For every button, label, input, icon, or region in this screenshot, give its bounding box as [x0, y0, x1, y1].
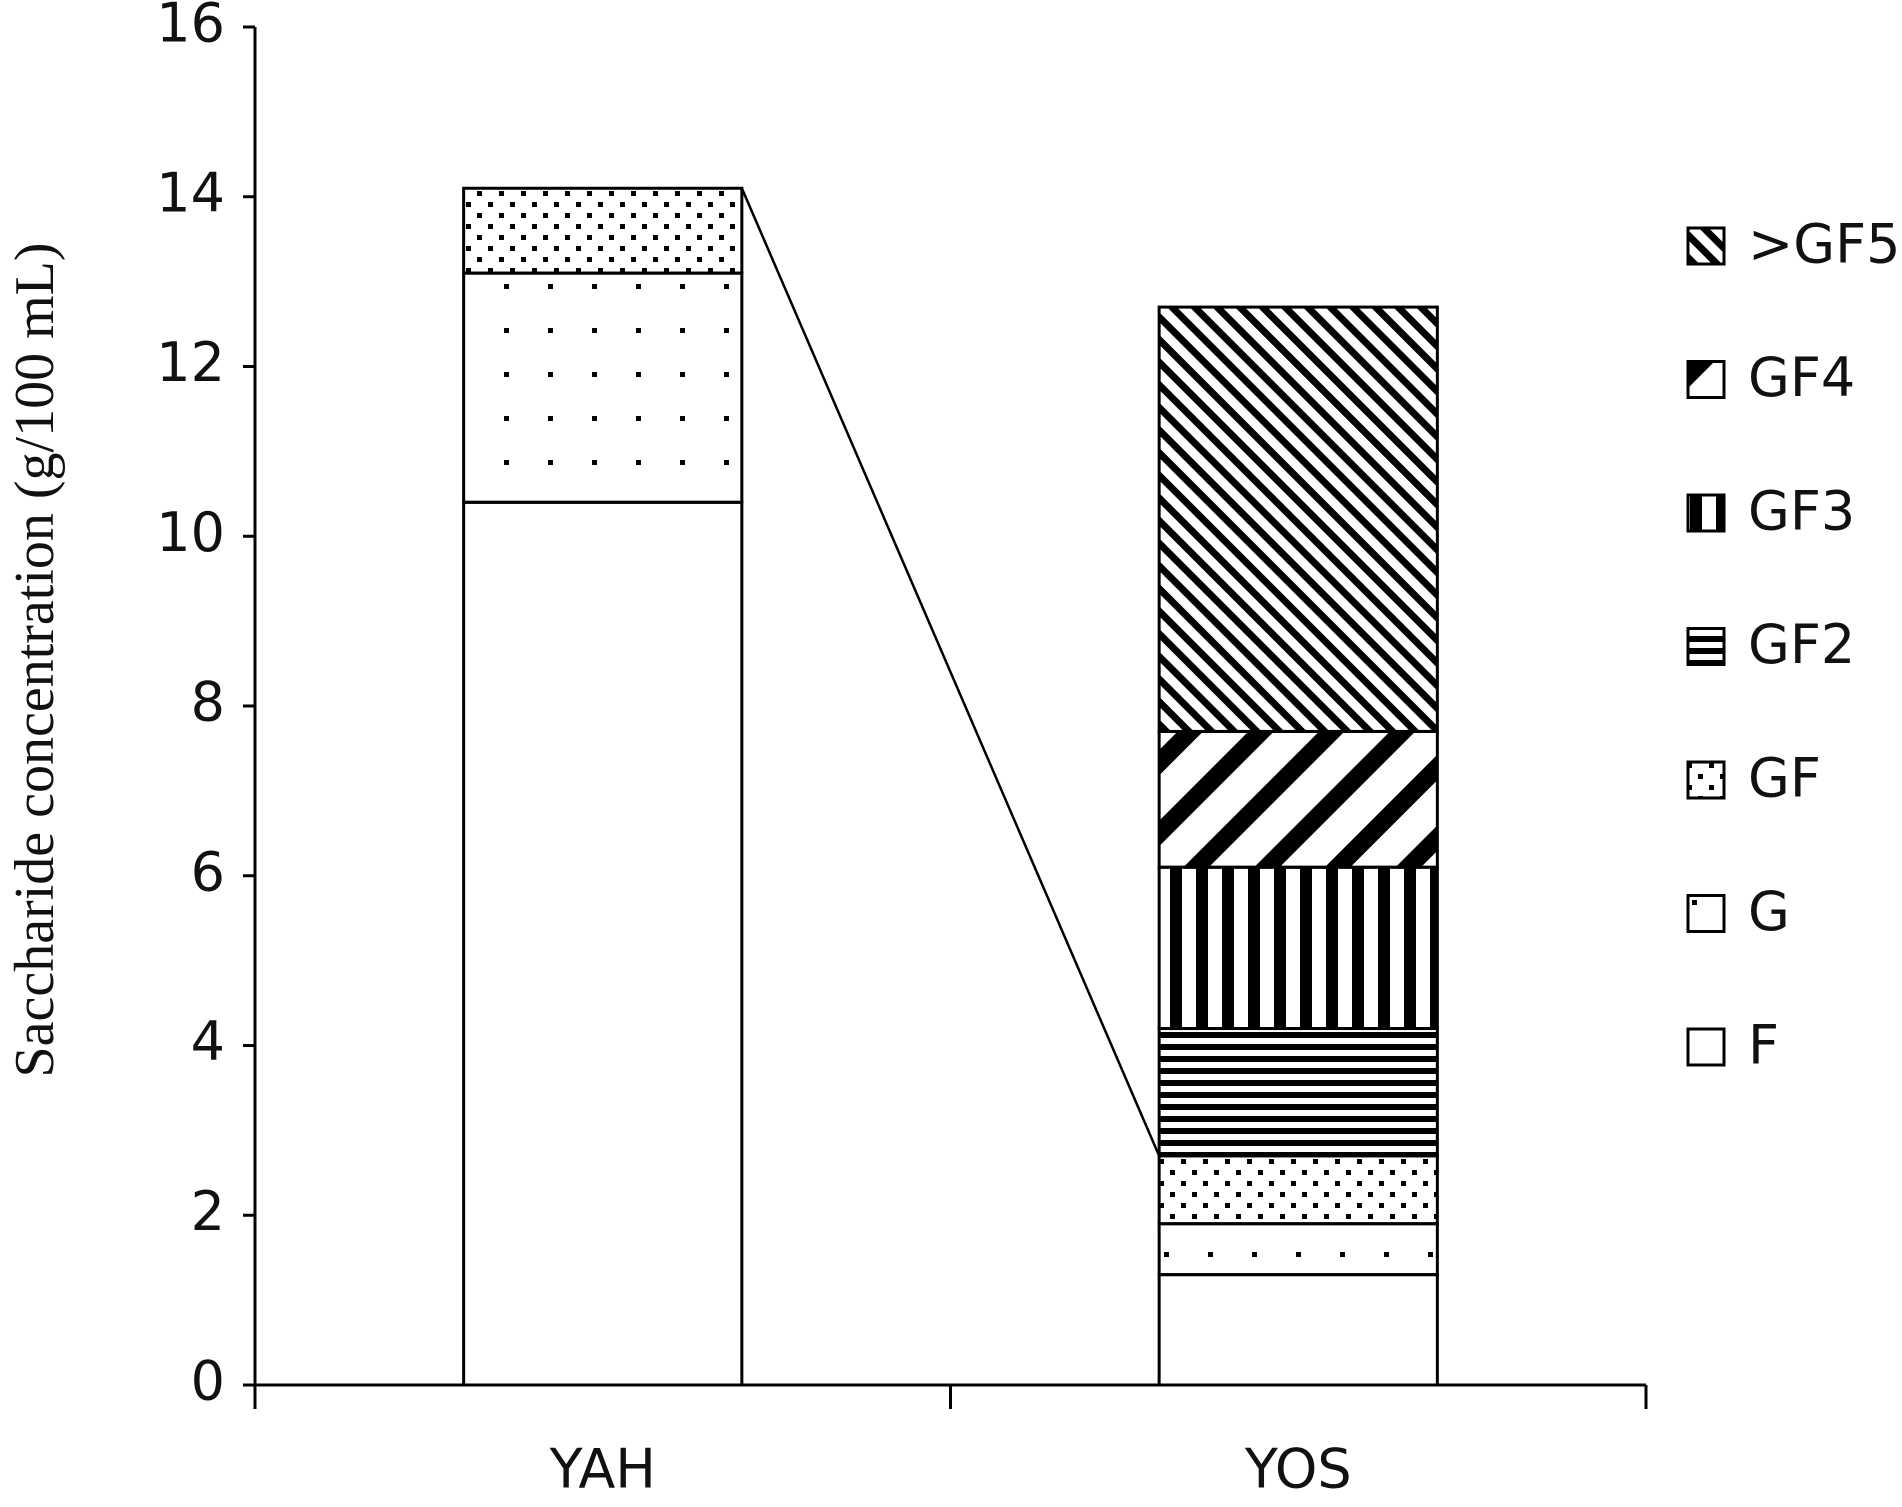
legend-label: >GF5 — [1748, 213, 1901, 276]
bar-segment — [462, 271, 744, 504]
legend-swatch — [1686, 894, 1726, 933]
legend-swatch — [1686, 627, 1726, 666]
bar-segment — [462, 500, 744, 1387]
y-tick-label: 8 — [191, 671, 225, 734]
legend-swatch — [1686, 226, 1726, 266]
y-tick-label: 6 — [191, 840, 225, 903]
legend-swatch — [1686, 1027, 1726, 1067]
bar-segment — [1157, 305, 1439, 733]
legend-swatch — [1686, 760, 1726, 800]
x-tick-label: YAH — [549, 1438, 656, 1501]
bar-segment — [462, 186, 744, 275]
bar-segment — [1157, 1273, 1439, 1387]
y-tick-label: 2 — [191, 1180, 225, 1243]
y-tick-label: 16 — [156, 0, 225, 55]
bar-segment — [1157, 1154, 1439, 1226]
legend-label: G — [1748, 880, 1790, 943]
y-tick-label: 12 — [156, 331, 225, 394]
legend-swatch — [1686, 493, 1726, 533]
y-tick-label: 14 — [156, 161, 225, 224]
bar-segment — [1157, 1222, 1439, 1277]
y-tick-label: 4 — [191, 1010, 225, 1073]
legend-swatch — [1686, 360, 1726, 399]
legend-label: GF3 — [1748, 480, 1855, 543]
bar-segment — [1157, 1027, 1439, 1158]
y-tick-label: 10 — [156, 501, 225, 564]
legend-label: GF4 — [1748, 346, 1855, 409]
legend-label: F — [1748, 1014, 1779, 1077]
legend-label: GF — [1748, 747, 1821, 810]
legend-label: GF2 — [1748, 613, 1855, 676]
y-axis-title: Saccharide concentration (g/100 mL) — [4, 243, 66, 1078]
bar-segment — [1157, 729, 1439, 869]
y-tick-label: 0 — [191, 1350, 225, 1413]
x-tick-label: YOS — [1244, 1438, 1352, 1501]
bar-segment — [1157, 865, 1439, 1031]
series-connector — [740, 187, 1161, 1157]
